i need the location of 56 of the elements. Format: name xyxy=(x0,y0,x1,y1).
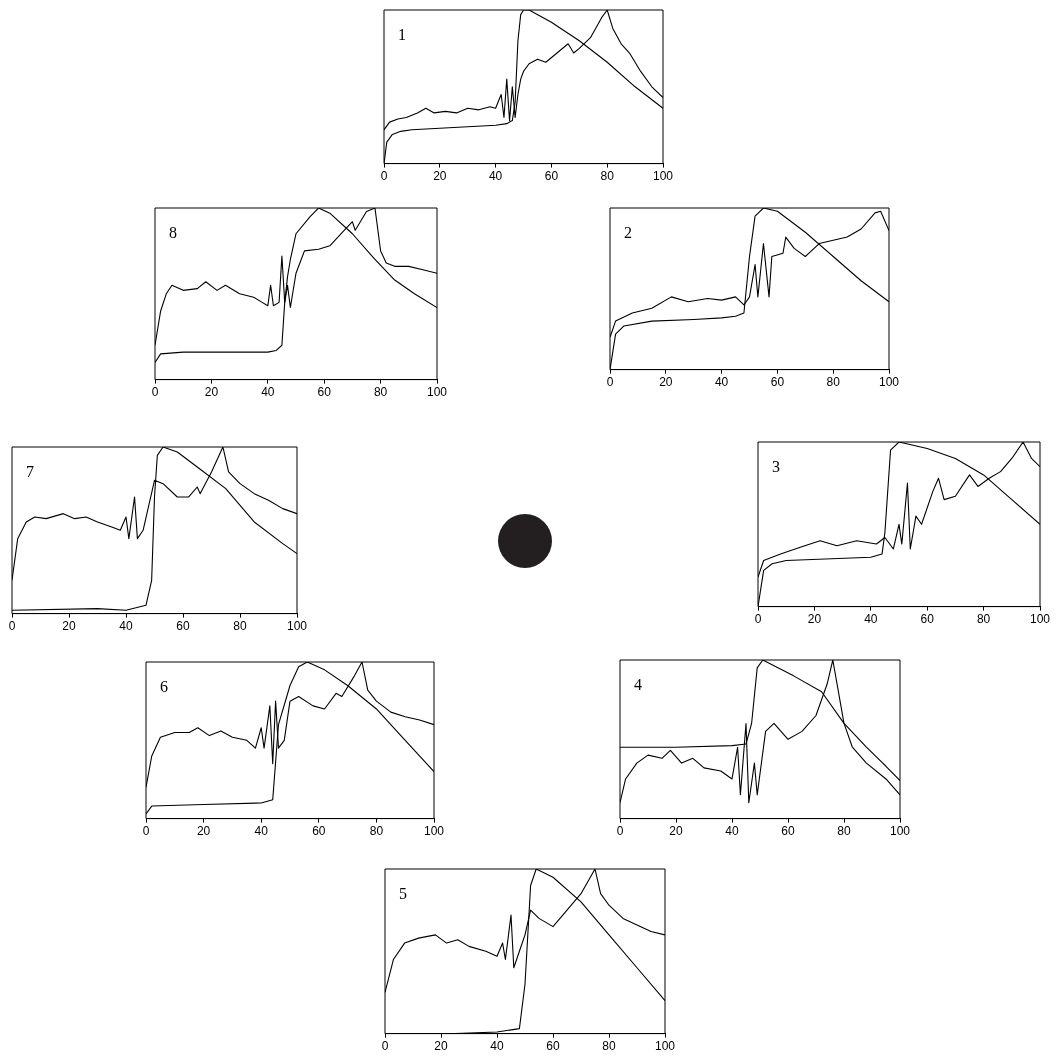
x-tick-label: 0 xyxy=(754,612,762,627)
x-tick-label: 60 xyxy=(781,824,795,839)
x-tick-label: 20 xyxy=(434,1039,448,1054)
x-tick-label: 0 xyxy=(8,619,16,634)
annotation: 5 xyxy=(399,885,407,903)
x-tick-label: 40 xyxy=(254,824,269,839)
x-tick-label: 80 xyxy=(826,375,841,390)
x-tick-label: 40 xyxy=(714,375,729,390)
x-tick-label: 20 xyxy=(659,375,673,390)
x-tick-label: 80 xyxy=(233,619,247,634)
x-tick-label: 100 xyxy=(1029,612,1051,627)
x-tick-label: 0 xyxy=(380,169,388,184)
x-tick-label: 100 xyxy=(654,1039,676,1054)
x-tick-label: 40 xyxy=(490,1039,504,1054)
x-tick-label: 20 xyxy=(196,824,211,839)
annotation: 3 xyxy=(772,458,780,476)
x-tick-label: 80 xyxy=(976,612,991,627)
x-tick-label: 100 xyxy=(878,375,900,390)
x-tick-label: 20 xyxy=(62,619,76,634)
x-tick-label: 100 xyxy=(889,824,911,839)
annotation: 4 xyxy=(634,676,642,694)
x-tick-label: 0 xyxy=(151,385,159,400)
x-tick-label: 40 xyxy=(261,385,275,400)
annotation: 6 xyxy=(160,678,168,696)
x-tick-label: 100 xyxy=(286,619,308,634)
x-tick-label: 80 xyxy=(602,1039,616,1054)
x-tick-label: 60 xyxy=(544,169,559,184)
x-tick-label: 100 xyxy=(423,824,445,839)
x-tick-label: 40 xyxy=(864,612,878,627)
x-tick-label: 60 xyxy=(176,619,190,634)
x-tick-label: 80 xyxy=(373,385,388,400)
x-tick-label: 0 xyxy=(142,824,150,839)
annotation: 7 xyxy=(26,463,34,481)
annotation: 2 xyxy=(624,224,632,242)
x-tick-label: 0 xyxy=(606,375,614,390)
x-tick-label: 40 xyxy=(725,824,739,839)
x-tick-label: 40 xyxy=(119,619,133,634)
x-tick-label: 20 xyxy=(669,824,683,839)
x-tick-label: 100 xyxy=(426,385,448,400)
x-tick-label: 60 xyxy=(317,385,332,400)
annotation: 8 xyxy=(169,224,177,242)
annotation: 1 xyxy=(398,26,406,44)
x-tick-label: 60 xyxy=(770,375,785,390)
x-tick-label: 60 xyxy=(546,1039,560,1054)
x-tick-label: 0 xyxy=(616,824,624,839)
x-tick-label: 60 xyxy=(312,824,326,839)
x-tick-label: 100 xyxy=(652,169,674,184)
x-tick-label: 20 xyxy=(807,612,822,627)
x-tick-label: 40 xyxy=(488,169,503,184)
x-tick-label: 20 xyxy=(204,385,219,400)
x-tick-label: 0 xyxy=(381,1039,389,1054)
x-tick-label: 20 xyxy=(433,169,447,184)
x-tick-label: 60 xyxy=(920,612,935,627)
x-tick-label: 80 xyxy=(600,169,615,184)
x-tick-label: 80 xyxy=(369,824,384,839)
x-tick-label: 80 xyxy=(837,824,851,839)
